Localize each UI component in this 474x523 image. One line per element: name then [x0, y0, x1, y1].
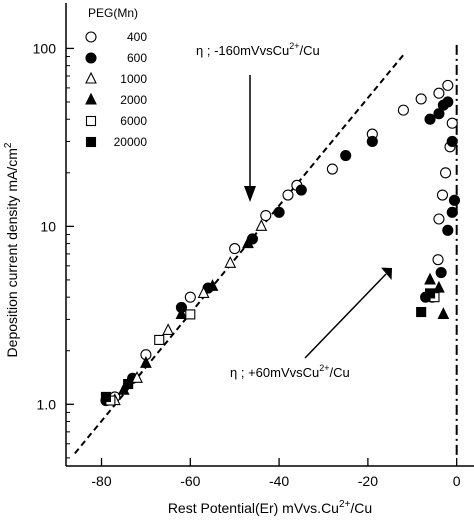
data-point-20000	[123, 378, 134, 390]
legend-marker-20000	[85, 136, 97, 148]
y-ticks: 1.0 10 100	[33, 40, 74, 459]
y-tick-label: 100	[33, 40, 57, 56]
x-ticks: -80 -60 -40 -20 0	[91, 458, 461, 489]
data-point-600	[366, 135, 378, 148]
annotation-upper-label: η ; -160mVvsCu2+/Cu	[196, 41, 320, 58]
data-point-400	[436, 189, 449, 201]
data-point-2000	[140, 356, 152, 368]
data-point-2000	[117, 382, 130, 395]
legend-label: 600	[127, 51, 147, 65]
data-point-400	[432, 254, 444, 266]
x-tick-label: -40	[269, 473, 289, 489]
annotation-lower-label: η ; +60mVvsCu2+/Cu	[230, 363, 350, 380]
annotation-lower-arrowhead	[381, 267, 392, 280]
data-point-400	[326, 163, 338, 175]
data-point-6000	[154, 334, 165, 345]
data-point-20000	[424, 288, 436, 299]
legend-label: 20000	[114, 135, 148, 149]
data-point-600	[433, 108, 445, 120]
annotation-upper: η ; -160mVvsCu2+/Cu	[196, 41, 320, 202]
y-axis-title: Deposition current density mA/cm2	[3, 142, 20, 357]
data-point-400	[282, 189, 294, 201]
data-point-400	[260, 210, 272, 222]
legend: PEG(Mn) 400 600 1000 2000 6000 20000	[85, 6, 148, 149]
annotation-lower: η ; +60mVvsCu2+/Cu	[230, 267, 392, 380]
series-600	[100, 96, 461, 407]
data-point-400	[446, 117, 458, 129]
series-20000	[100, 288, 436, 402]
overpotential-line-dashed	[74, 54, 405, 454]
data-point-400	[433, 87, 445, 99]
data-point-400	[184, 291, 196, 303]
data-point-400	[229, 243, 241, 255]
data-point-600	[448, 194, 461, 206]
data-point-2000	[242, 236, 254, 249]
data-points	[100, 79, 461, 407]
data-point-600	[442, 96, 454, 108]
legend-title: PEG(Mn)	[88, 6, 138, 20]
data-point-1000	[197, 286, 210, 298]
data-point-1000	[224, 256, 237, 268]
legend-marker-400	[85, 31, 97, 43]
reference-lines	[74, 41, 458, 455]
data-point-20000	[416, 306, 427, 318]
y-tick-label: 10	[40, 218, 56, 234]
data-point-400	[440, 167, 452, 179]
legend-label: 400	[127, 30, 147, 44]
data-point-600	[424, 113, 436, 125]
data-point-400	[397, 104, 409, 116]
legend-marker-2000	[85, 92, 97, 105]
data-point-1000	[162, 323, 174, 336]
data-point-600	[446, 135, 458, 148]
data-point-400	[415, 93, 427, 105]
data-point-2000	[437, 307, 450, 319]
data-point-2000	[175, 307, 188, 319]
data-point-2000	[206, 279, 219, 291]
data-point-1000	[131, 371, 143, 383]
x-tick-label: -80	[91, 473, 111, 489]
legend-label: 2000	[120, 93, 147, 107]
x-tick-label: 0	[453, 473, 461, 489]
series-400	[109, 79, 458, 403]
data-point-1000	[255, 219, 268, 231]
data-point-20000	[100, 391, 112, 402]
data-point-2000	[433, 280, 445, 293]
data-point-600	[340, 150, 352, 162]
series-2000	[117, 236, 450, 395]
legend-label: 1000	[120, 72, 147, 86]
data-point-2000	[424, 272, 436, 285]
data-point-400	[433, 213, 445, 225]
legend-label: 6000	[120, 114, 147, 128]
x-tick-label: -60	[180, 473, 200, 489]
annotation-upper-arrowhead	[244, 186, 256, 202]
x-tick-label: -20	[358, 473, 378, 489]
series-6000	[105, 292, 440, 406]
data-point-600	[273, 206, 285, 218]
legend-marker-600	[85, 52, 97, 64]
data-point-6000	[185, 309, 196, 320]
data-point-400	[442, 79, 454, 91]
annotation-lower-arrow	[304, 273, 387, 359]
data-point-600	[435, 267, 447, 279]
data-point-600	[446, 206, 458, 218]
y-tick-label: 1.0	[37, 396, 57, 412]
legend-marker-1000	[85, 71, 97, 84]
legend-marker-6000	[85, 115, 97, 127]
data-point-600	[442, 224, 454, 236]
x-axis-title: Rest Potential(Er) mVvs.Cu2+/Cu	[168, 499, 372, 516]
data-point-600	[295, 184, 307, 196]
